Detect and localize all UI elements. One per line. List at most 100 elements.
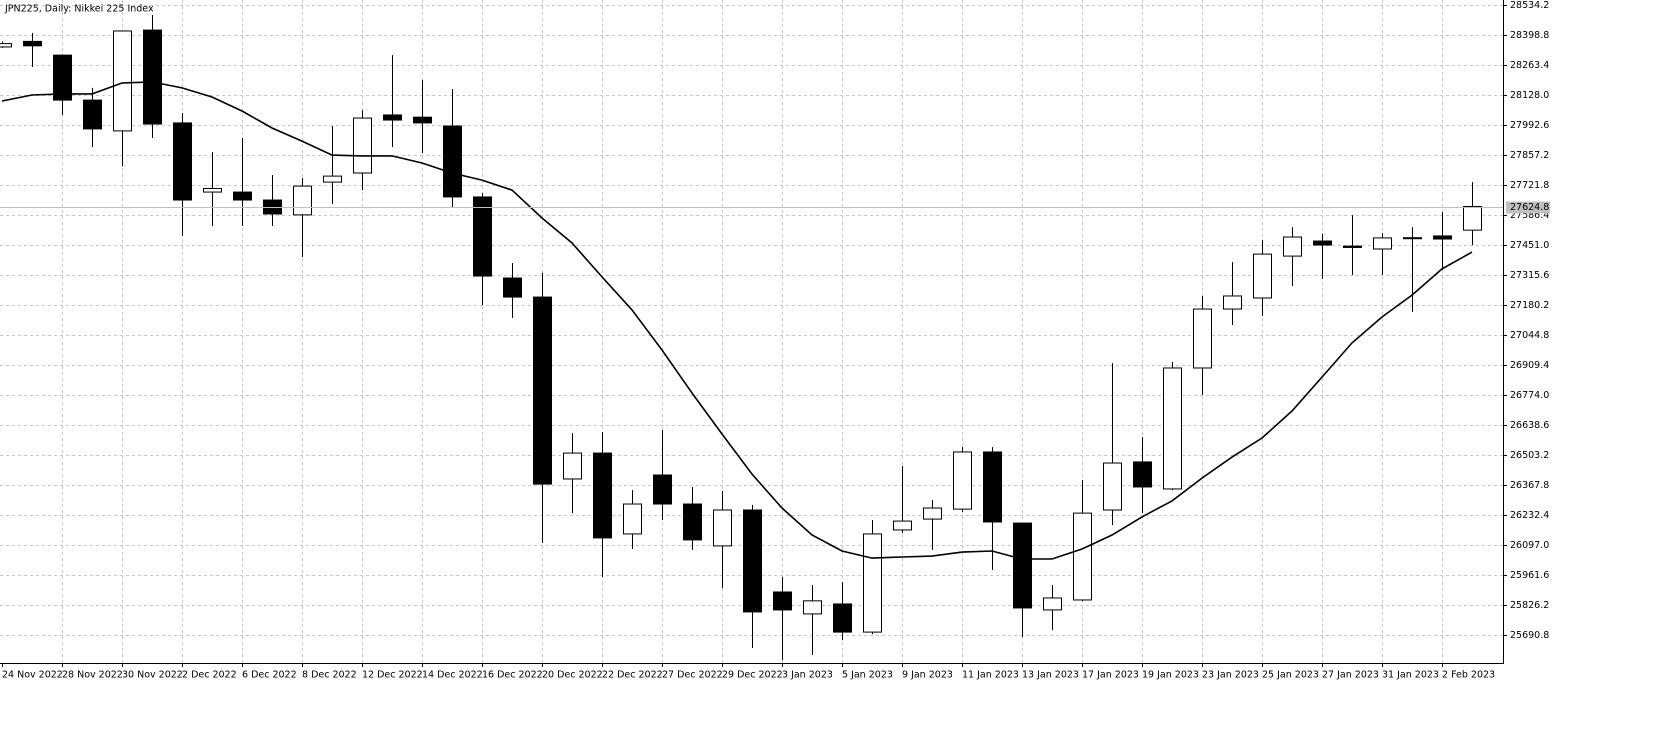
- candle-body: [1043, 597, 1062, 611]
- x-tick-label: 27 Dec 2022: [662, 670, 723, 681]
- y-tick-label: 26097.0: [1510, 540, 1549, 551]
- candle-body: [1013, 522, 1032, 609]
- candle-body: [1073, 512, 1092, 601]
- moving-average-line: [1, 81, 1473, 560]
- x-tick-label: 6 Dec 2022: [242, 670, 297, 681]
- y-tick-label: 26638.6: [1510, 420, 1549, 431]
- y-tick-label: 27992.6: [1510, 120, 1549, 131]
- candle-body: [1223, 295, 1242, 310]
- y-tick-label: 27044.8: [1510, 330, 1549, 341]
- x-tick-label: 20 Dec 2022: [542, 670, 603, 681]
- y-tick-label: 26367.8: [1510, 480, 1549, 491]
- candle-body: [1193, 308, 1212, 369]
- x-tick-label: 3 Jan 2023: [782, 670, 833, 681]
- candle-body: [593, 452, 612, 539]
- candle-body: [233, 191, 252, 201]
- x-tick-label: 9 Jan 2023: [902, 670, 953, 681]
- candle-body: [143, 29, 162, 125]
- candle-body: [1283, 236, 1302, 257]
- candle-body: [713, 509, 732, 547]
- candle-body: [923, 507, 942, 520]
- x-tick-label: 17 Jan 2023: [1082, 670, 1139, 681]
- candle-body: [1313, 240, 1332, 246]
- y-tick-label: 25690.8: [1510, 630, 1549, 641]
- y-tick-label: 26909.4: [1510, 360, 1549, 371]
- candle-body: [53, 54, 72, 101]
- candle-body: [1103, 462, 1122, 511]
- x-tick-label: 31 Jan 2023: [1382, 670, 1439, 681]
- candle-body: [683, 503, 702, 541]
- marks: 27624.8: [0, 15, 1550, 661]
- candle-body: [953, 451, 972, 510]
- x-tick-label: 16 Dec 2022: [482, 670, 543, 681]
- candle-body: [1253, 253, 1272, 299]
- candle-body: [83, 99, 102, 130]
- x-tick-label: 25 Jan 2023: [1262, 670, 1319, 681]
- y-tick-label: 28263.4: [1510, 60, 1549, 71]
- candle-body: [23, 40, 42, 47]
- candle-body: [1403, 237, 1422, 240]
- x-tick-label: 19 Jan 2023: [1142, 670, 1199, 681]
- y-tick-label: 27857.2: [1510, 150, 1549, 161]
- candle-body: [833, 603, 852, 633]
- x-tick-label: 2 Feb 2023: [1442, 670, 1495, 681]
- y-tick-label: 27451.0: [1510, 240, 1549, 251]
- last-price-box: [1506, 201, 1550, 214]
- x-tick-label: 27 Jan 2023: [1322, 670, 1379, 681]
- candle-body: [443, 125, 462, 198]
- y-tick-label: 27180.2: [1510, 300, 1549, 311]
- y-tick-label: 28534.2: [1510, 0, 1549, 11]
- y-tick-label: 27586.4: [1510, 210, 1549, 221]
- x-tick-label: 14 Dec 2022: [422, 670, 483, 681]
- x-tick-label: 29 Dec 2022: [722, 670, 783, 681]
- chart-title: JPN225, Daily: Nikkei 225 Index: [4, 4, 154, 15]
- candle-body: [473, 196, 492, 277]
- x-tick-label: 23 Jan 2023: [1202, 670, 1259, 681]
- x-tick-label: 24 Nov 2022: [2, 670, 63, 681]
- candle-body: [1433, 235, 1452, 240]
- y-tick-label: 26232.4: [1510, 510, 1549, 521]
- last-price-label: 27624.8: [1510, 202, 1549, 213]
- candle-body: [503, 277, 522, 298]
- x-tick-label: 28 Nov 2022: [62, 670, 123, 681]
- candle-body: [803, 600, 822, 615]
- x-tick-label: 13 Jan 2023: [1022, 670, 1079, 681]
- candle-body: [1343, 245, 1362, 248]
- candle-body: [1133, 461, 1152, 488]
- y-tick-label: 28128.0: [1510, 90, 1549, 101]
- y-tick-label: 28398.8: [1510, 30, 1549, 41]
- candle-body: [173, 122, 192, 201]
- y-tick-label: 26774.0: [1510, 390, 1549, 401]
- candle-body: [1463, 205, 1482, 231]
- candle-body: [293, 185, 312, 216]
- candle-body: [653, 474, 672, 505]
- candle-body: [323, 175, 342, 183]
- x-tick-label: 5 Jan 2023: [842, 670, 893, 681]
- candle-body: [773, 591, 792, 611]
- candle-body: [383, 114, 402, 121]
- y-tick-label: 25826.2: [1510, 600, 1549, 611]
- candle-body: [743, 509, 762, 613]
- candle-body: [0, 43, 12, 48]
- candle-body: [1373, 237, 1392, 250]
- candle-body: [203, 188, 222, 193]
- x-tick-label: 12 Dec 2022: [362, 670, 423, 681]
- candle-body: [353, 117, 372, 174]
- x-tick-label: 30 Nov 2022: [122, 670, 183, 681]
- candle-body: [863, 533, 882, 633]
- candle-body: [563, 452, 582, 480]
- candle-body: [893, 520, 912, 531]
- x-tick-label: 11 Jan 2023: [962, 670, 1019, 681]
- candle-body: [623, 503, 642, 535]
- candle-body: [983, 451, 1002, 523]
- candle-body: [413, 116, 432, 124]
- y-tick-label: 27315.6: [1510, 270, 1549, 281]
- y-tick-label: 27721.8: [1510, 180, 1549, 191]
- candle-body: [533, 296, 552, 485]
- x-tick-label: 8 Dec 2022: [302, 670, 357, 681]
- y-tick-label: 26503.2: [1510, 450, 1549, 461]
- y-tick-label: 25961.6: [1510, 570, 1549, 581]
- candle-body: [113, 30, 132, 132]
- x-tick-label: 22 Dec 2022: [602, 670, 663, 681]
